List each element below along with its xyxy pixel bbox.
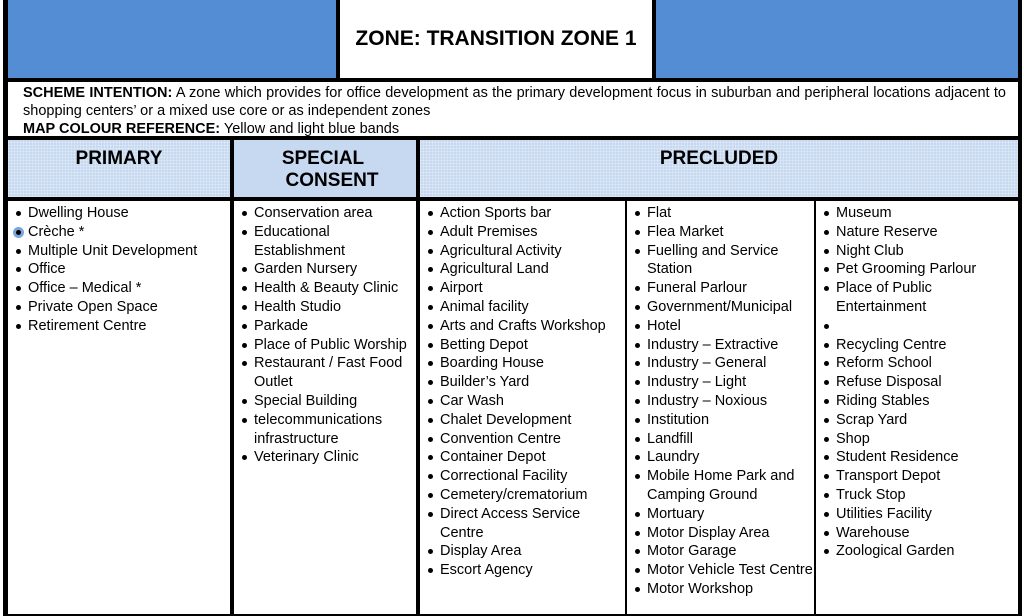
list-item: Retirement Centre (8, 317, 230, 336)
list-item: Chalet Development (420, 411, 625, 430)
list-item: Night Club (816, 242, 1018, 261)
scheme-box: SCHEME INTENTION: A zone which provides … (8, 82, 1018, 137)
map-colour-label: MAP COLOUR REFERENCE: (23, 121, 221, 137)
list-item: Funeral Parlour (627, 279, 814, 298)
header-special-consent: SPECIAL CONSENT (234, 140, 416, 197)
list-item: Office – Medical * (8, 279, 230, 298)
precluded-column-2: Flat Flea Market Fuelling and Service Stat… (627, 201, 814, 614)
precluded-column-1: Action Sports bar Adult Premises Agricultu… (420, 201, 625, 614)
list-item: Agricultural Land (420, 260, 625, 279)
list-item: Mobile Home Park and Camping Ground (627, 467, 814, 505)
list-item: Utilities Facility (816, 505, 1018, 524)
list-item: Institution (627, 411, 814, 430)
list-item: telecommunications infrastructure (234, 411, 416, 449)
list-item: Container Depot (420, 448, 625, 467)
banner-left (8, 0, 336, 78)
list-item: Health Studio (234, 298, 416, 317)
list-item: Educational Establishment (234, 223, 416, 261)
list-item: Builder’s Yard (420, 373, 625, 392)
map-colour-text: Yellow and light blue bands (223, 121, 400, 137)
header-special-line2: CONSENT (285, 170, 379, 191)
list-item: Airport (420, 279, 625, 298)
list-item: Dwelling House (8, 204, 230, 223)
list-item: Industry – Noxious (627, 392, 814, 411)
precluded-column-3: Museum Nature Reserve Night Club Pet Groomi… (816, 201, 1018, 614)
list-item (816, 317, 1018, 336)
list-item: Adult Premises (420, 223, 625, 242)
list-item: Special Building (234, 392, 416, 411)
list-item: Conservation area (234, 204, 416, 223)
list-item: Car Wash (420, 392, 625, 411)
list-item: Mortuary (627, 505, 814, 524)
list-item: Action Sports bar (420, 204, 625, 223)
list-item: Motor Vehicle Test Centre (627, 561, 814, 580)
list-item: Place of Public Worship (234, 336, 416, 355)
list-item: Industry – Light (627, 373, 814, 392)
list-item: Nature Reserve (816, 223, 1018, 242)
list-item: Riding Stables (816, 392, 1018, 411)
list-item: Parkade (234, 317, 416, 336)
list-item: Recycling Centre (816, 336, 1018, 355)
list-item: Boarding House (420, 354, 625, 373)
list-item: Crèche * (8, 223, 230, 242)
scheme-intention-text: A zone which provides for office develop… (23, 85, 1006, 119)
list-item: Garden Nursery (234, 260, 416, 279)
list-item: Correctional Facility (420, 467, 625, 486)
header-precluded: PRECLUDED (420, 140, 1018, 197)
list-item: Agricultural Activity (420, 242, 625, 261)
list-item: Government/Municipal (627, 298, 814, 317)
list-item: Private Open Space (8, 298, 230, 317)
list-item: Motor Garage (627, 542, 814, 561)
list-item: Flea Market (627, 223, 814, 242)
list-item: Fuelling and Service Station (627, 242, 814, 280)
list-item: Refuse Disposal (816, 373, 1018, 392)
list-item: Multiple Unit Development (8, 242, 230, 261)
list-item: Shop (816, 430, 1018, 449)
list-item: Hotel (627, 317, 814, 336)
list-item: Veterinary Clinic (234, 448, 416, 467)
list-item: Arts and Crafts Workshop (420, 317, 625, 336)
list-item: Museum (816, 204, 1018, 223)
list-item: Industry – Extractive (627, 336, 814, 355)
list-item: Landfill (627, 430, 814, 449)
list-item: Place of Public Entertainment (816, 279, 1018, 317)
list-item: Convention Centre (420, 430, 625, 449)
list-item: Cemetery/crematorium (420, 486, 625, 505)
list-item: Animal facility (420, 298, 625, 317)
list-item: Betting Depot (420, 336, 625, 355)
list-item: Laundry (627, 448, 814, 467)
banner-right (656, 0, 1018, 78)
list-item: Scrap Yard (816, 411, 1018, 430)
list-item: Zoological Garden (816, 542, 1018, 561)
list-item: Escort Agency (420, 561, 625, 580)
list-item: Motor Workshop (627, 580, 814, 599)
list-item: Industry – General (627, 354, 814, 373)
special-consent-column: Conservation area Educational Establishme… (234, 201, 416, 614)
list-item: Student Residence (816, 448, 1018, 467)
list-item: Office (8, 260, 230, 279)
header-precluded-label: PRECLUDED (659, 148, 779, 169)
primary-column: Dwelling House Crèche * Multiple Unit Deve… (8, 201, 230, 614)
header-primary-label: PRIMARY (75, 148, 163, 169)
list-item: Warehouse (816, 524, 1018, 543)
list-item: Direct Access Service Centre (420, 505, 625, 543)
list-item: Motor Display Area (627, 524, 814, 543)
list-item: Health & Beauty Clinic (234, 279, 416, 298)
list-item: Display Area (420, 542, 625, 561)
scheme-intention-label: SCHEME INTENTION: (23, 85, 173, 101)
list-item: Transport Depot (816, 467, 1018, 486)
header-special-line1: SPECIAL (281, 148, 365, 169)
list-item: Restaurant / Fast Food Outlet (234, 354, 416, 392)
header-primary: PRIMARY (8, 140, 230, 197)
list-item: Flat (627, 204, 814, 223)
list-item: Truck Stop (816, 486, 1018, 505)
list-item: Reform School (816, 354, 1018, 373)
list-item: Pet Grooming Parlour (816, 260, 1018, 279)
zone-title: ZONE: TRANSITION ZONE 1 (340, 0, 652, 78)
